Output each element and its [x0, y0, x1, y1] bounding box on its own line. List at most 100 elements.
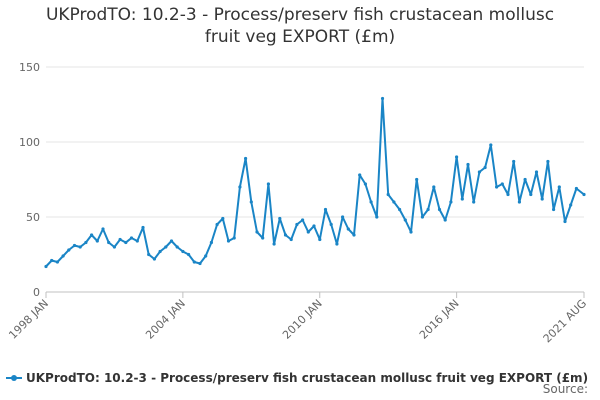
- data-point[interactable]: [141, 225, 145, 230]
- data-point[interactable]: [152, 257, 156, 261]
- data-point[interactable]: [129, 236, 134, 240]
- data-point[interactable]: [386, 192, 390, 197]
- data-point[interactable]: [266, 182, 270, 186]
- data-point[interactable]: [306, 230, 310, 234]
- data-point[interactable]: [346, 227, 350, 231]
- data-point[interactable]: [363, 182, 367, 186]
- data-point[interactable]: [517, 200, 522, 204]
- data-point[interactable]: [135, 239, 139, 243]
- data-point[interactable]: [101, 227, 105, 231]
- data-point[interactable]: [61, 254, 65, 258]
- data-point[interactable]: [574, 186, 579, 191]
- data-point[interactable]: [55, 260, 60, 264]
- data-point[interactable]: [455, 155, 459, 159]
- data-point[interactable]: [420, 215, 424, 219]
- data-point[interactable]: [255, 230, 259, 234]
- data-point[interactable]: [449, 200, 453, 204]
- data-point[interactable]: [238, 185, 242, 189]
- data-point[interactable]: [204, 254, 208, 258]
- data-point[interactable]: [506, 192, 510, 197]
- data-point[interactable]: [278, 216, 282, 221]
- data-point[interactable]: [84, 240, 88, 245]
- data-point[interactable]: [398, 207, 402, 212]
- data-point[interactable]: [546, 159, 550, 164]
- data-point[interactable]: [95, 239, 99, 243]
- data-point[interactable]: [50, 258, 54, 263]
- data-point[interactable]: [582, 192, 586, 197]
- y-tick-label: 50: [26, 211, 40, 224]
- data-point[interactable]: [215, 222, 219, 227]
- data-point[interactable]: [523, 177, 527, 182]
- data-point[interactable]: [432, 185, 436, 189]
- data-point[interactable]: [244, 156, 248, 161]
- data-point[interactable]: [512, 159, 516, 164]
- data-point[interactable]: [181, 249, 185, 254]
- data-point[interactable]: [67, 248, 71, 252]
- data-point[interactable]: [164, 245, 168, 249]
- data-point[interactable]: [323, 207, 328, 212]
- data-point[interactable]: [500, 182, 504, 186]
- data-point[interactable]: [261, 236, 265, 240]
- data-point[interactable]: [563, 219, 567, 224]
- data-point[interactable]: [289, 237, 293, 242]
- legend-label[interactable]: UKProdTO: 10.2-3 - Process/preserv fish …: [26, 371, 588, 385]
- data-point[interactable]: [380, 96, 385, 101]
- y-tick-label: 150: [19, 61, 40, 74]
- data-point[interactable]: [409, 230, 413, 234]
- data-point[interactable]: [90, 233, 94, 237]
- data-point[interactable]: [318, 237, 322, 242]
- data-point[interactable]: [569, 203, 573, 207]
- data-point[interactable]: [369, 200, 373, 204]
- data-point[interactable]: [415, 177, 419, 182]
- data-point[interactable]: [187, 252, 191, 257]
- data-point[interactable]: [175, 245, 179, 249]
- data-point[interactable]: [495, 185, 499, 189]
- data-point[interactable]: [192, 260, 196, 264]
- x-tick-label: 1998 JAN: [6, 297, 51, 342]
- data-point[interactable]: [403, 218, 407, 222]
- data-point[interactable]: [283, 233, 288, 237]
- data-point[interactable]: [72, 243, 77, 248]
- data-point[interactable]: [78, 245, 82, 249]
- data-point[interactable]: [44, 264, 48, 269]
- data-point[interactable]: [358, 173, 362, 177]
- data-point[interactable]: [483, 165, 487, 170]
- data-point[interactable]: [437, 207, 442, 212]
- data-point[interactable]: [534, 170, 539, 174]
- data-point[interactable]: [335, 242, 339, 246]
- data-point[interactable]: [198, 261, 202, 266]
- data-point[interactable]: [329, 222, 333, 227]
- data-point[interactable]: [124, 240, 128, 245]
- data-point[interactable]: [341, 215, 345, 219]
- data-point[interactable]: [226, 239, 231, 243]
- data-point[interactable]: [392, 200, 396, 204]
- data-point[interactable]: [272, 242, 276, 246]
- data-point[interactable]: [158, 249, 162, 254]
- data-point[interactable]: [118, 237, 122, 242]
- data-point[interactable]: [107, 240, 111, 245]
- data-point[interactable]: [540, 197, 544, 201]
- data-point[interactable]: [301, 218, 305, 222]
- data-point[interactable]: [529, 192, 533, 197]
- data-point[interactable]: [466, 162, 470, 167]
- data-point[interactable]: [232, 236, 236, 240]
- data-point[interactable]: [489, 143, 493, 147]
- data-point[interactable]: [557, 185, 561, 189]
- data-point[interactable]: [112, 245, 116, 249]
- data-point[interactable]: [426, 207, 430, 212]
- data-point[interactable]: [375, 215, 379, 219]
- data-point[interactable]: [477, 170, 481, 174]
- data-point[interactable]: [443, 218, 447, 222]
- data-point[interactable]: [147, 252, 151, 257]
- data-point[interactable]: [209, 240, 213, 245]
- data-point[interactable]: [169, 239, 174, 243]
- data-point[interactable]: [352, 233, 356, 237]
- data-point[interactable]: [295, 222, 299, 227]
- legend[interactable]: UKProdTO: 10.2-3 - Process/preserv fish …: [6, 371, 588, 385]
- data-point[interactable]: [460, 197, 464, 201]
- data-point[interactable]: [472, 200, 476, 204]
- data-point[interactable]: [312, 224, 316, 228]
- data-point[interactable]: [221, 216, 225, 221]
- data-point[interactable]: [552, 207, 556, 212]
- data-point[interactable]: [249, 200, 253, 204]
